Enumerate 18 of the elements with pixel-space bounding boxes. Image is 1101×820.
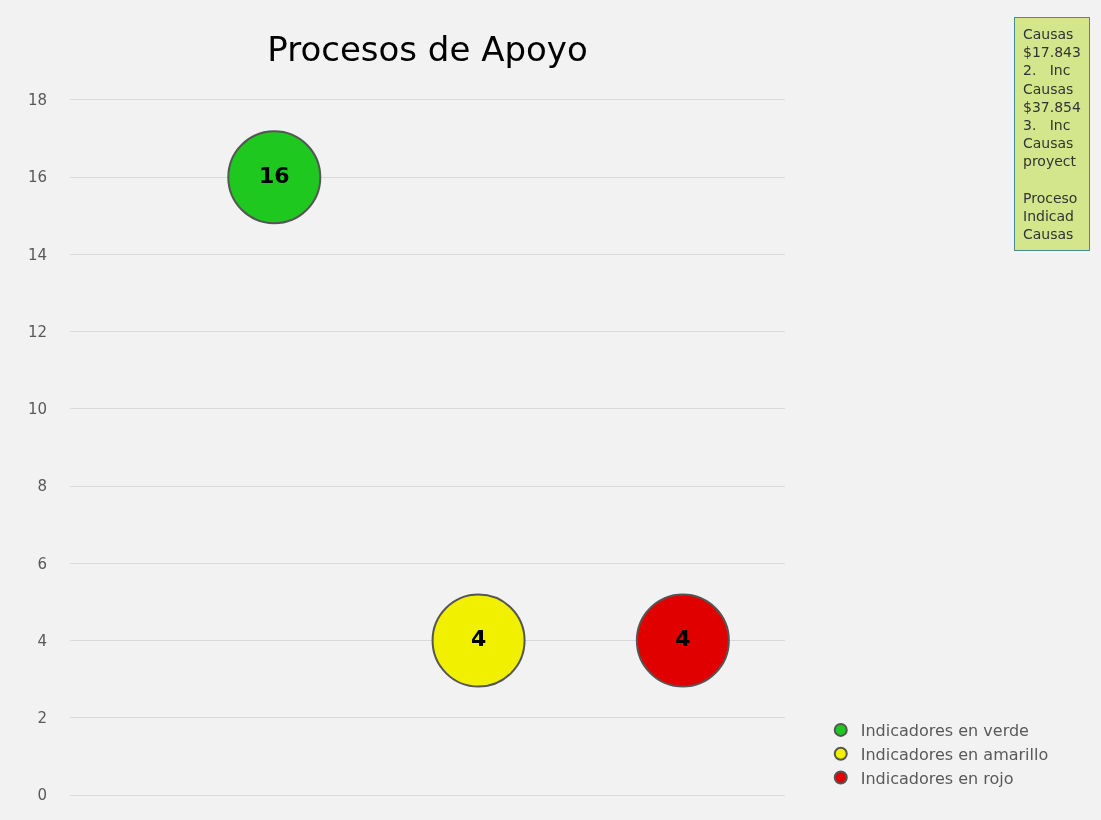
y-tick-label: 2: [37, 709, 47, 728]
y-tick-label: 6: [37, 554, 47, 573]
y-tick-label: 8: [37, 477, 47, 496]
y-tick-label: 10: [27, 400, 47, 419]
y-tick-label: 14: [27, 245, 47, 264]
data-label: 4: [470, 626, 487, 652]
y-tick-label: 4: [37, 631, 47, 650]
data-label: 16: [258, 162, 290, 188]
y-tick-label: 0: [37, 786, 47, 805]
chart-title: Procesos de Apoyo: [267, 28, 588, 69]
legend-label: Indicadores en rojo: [860, 768, 1014, 788]
text: Causas $17.843 2. Inc Causas $37.854 3. Inc Causas proyect Proceso Indicad Causas: [1023, 26, 1081, 243]
y-tick-label: 16: [27, 168, 47, 187]
y-tick-label: 18: [27, 91, 47, 110]
legend-label: Indicadores en amarillo: [860, 744, 1049, 764]
y-tick-label: 12: [27, 322, 47, 341]
data-label: 4: [675, 626, 691, 652]
legend-label: Indicadores en verde: [860, 721, 1029, 741]
